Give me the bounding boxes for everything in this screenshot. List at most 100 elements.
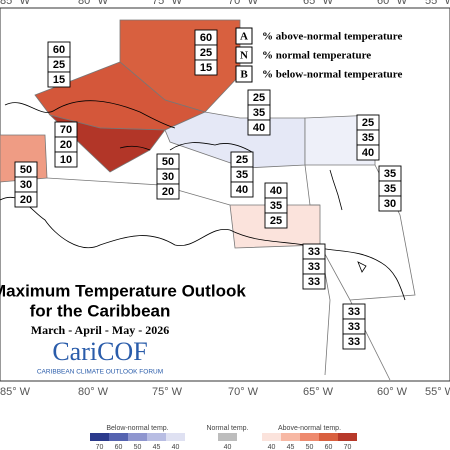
colorbar-swatch bbox=[281, 433, 300, 441]
logo-subtitle: CARIBBEAN CLIMATE OUTLOOK FORUM bbox=[37, 369, 163, 376]
colorbar-swatch bbox=[90, 433, 109, 441]
season: March - April - May - 2026 bbox=[31, 323, 169, 337]
legend-key: B bbox=[240, 69, 248, 81]
colorbar-swatch bbox=[218, 433, 237, 441]
lon-labels-top: 85° W 80° W 75° W 70° W 65° W 60° W 55° W bbox=[0, 0, 450, 7]
zone-cell bbox=[47, 71, 71, 88]
colorbar-swatch bbox=[109, 433, 128, 441]
zone-cell bbox=[342, 333, 366, 350]
lon-label: 60° W bbox=[377, 0, 408, 7]
zone-value: 40 bbox=[362, 147, 374, 159]
zone-cell bbox=[247, 119, 271, 136]
zone-value: 25 bbox=[270, 215, 282, 227]
legend-text: % above-normal temperature bbox=[262, 31, 402, 43]
colorbar-tick: 45 bbox=[153, 444, 161, 450]
zone-cell bbox=[54, 151, 78, 168]
colorbar-tick: 40 bbox=[224, 444, 232, 450]
colorbar-label: Normal temp. bbox=[206, 425, 248, 432]
lon-label: 70° W bbox=[228, 386, 259, 398]
legend-key: A bbox=[240, 31, 248, 43]
zone-value: 20 bbox=[162, 186, 174, 198]
title-line1: Maximum Temperature Outlook bbox=[0, 281, 246, 300]
zone-cell bbox=[230, 181, 254, 198]
zone-value: 20 bbox=[60, 139, 72, 151]
lon-label: 65° W bbox=[303, 386, 334, 398]
colorbar-tick: 40 bbox=[172, 444, 180, 450]
legend-text: % below-normal temperature bbox=[262, 69, 402, 81]
lon-label: 80° W bbox=[78, 386, 109, 398]
zone-cell bbox=[194, 59, 218, 76]
zone-value: 10 bbox=[60, 154, 72, 166]
colorbar-tick: 70 bbox=[96, 444, 104, 450]
lon-label: 65° W bbox=[303, 0, 334, 7]
colorbar-tick: 50 bbox=[134, 444, 142, 450]
zone-value: 15 bbox=[200, 62, 212, 74]
zone-cell bbox=[156, 183, 180, 200]
zone-value: 50 bbox=[20, 164, 32, 176]
colorbar-tick: 40 bbox=[268, 444, 276, 450]
zone-value: 40 bbox=[270, 185, 282, 197]
lon-label: 75° W bbox=[152, 386, 183, 398]
lon-label: 55° W bbox=[425, 386, 450, 398]
lon-labels-bottom: 85° W 80° W 75° W 70° W 65° W 60° W 55° W bbox=[0, 386, 450, 398]
legend-key-box bbox=[235, 27, 253, 45]
colorbar-swatch bbox=[338, 433, 357, 441]
zone-value: 33 bbox=[348, 321, 360, 333]
lon-label: 75° W bbox=[152, 0, 183, 7]
zone-value: 50 bbox=[162, 156, 174, 168]
zone-value: 33 bbox=[308, 276, 320, 288]
colorbar-tick: 50 bbox=[306, 444, 314, 450]
zone-value: 35 bbox=[384, 183, 396, 195]
lon-label: 55° W bbox=[425, 0, 450, 7]
zone-cell bbox=[264, 212, 288, 229]
lon-label: 85° W bbox=[0, 386, 31, 398]
colorbar-tick: 60 bbox=[325, 444, 333, 450]
zone-value: 35 bbox=[236, 169, 248, 181]
colorbar-tick: 60 bbox=[115, 444, 123, 450]
lon-label: 70° W bbox=[228, 0, 259, 7]
colorbar-swatch bbox=[262, 433, 281, 441]
colorbar-swatch bbox=[128, 433, 147, 441]
colorbar-swatch bbox=[166, 433, 185, 441]
colorbar-tick: 45 bbox=[287, 444, 295, 450]
zone-value: 35 bbox=[362, 132, 374, 144]
colorbar-label: Above-normal temp. bbox=[278, 425, 341, 432]
zone-value: 20 bbox=[20, 194, 32, 206]
legend-box: A % above-normal temperature N % normal tem… bbox=[235, 27, 402, 83]
zone-value: 15 bbox=[53, 74, 65, 86]
title-line2: for the Caribbean bbox=[30, 301, 171, 320]
zone-value: 25 bbox=[200, 47, 212, 59]
zone-value: 25 bbox=[253, 92, 265, 104]
lon-label: 80° W bbox=[78, 0, 109, 7]
colorbar-tick: 70 bbox=[344, 444, 352, 450]
zone-value: 25 bbox=[362, 117, 374, 129]
zone-cell bbox=[14, 191, 38, 208]
colorbar-swatch bbox=[147, 433, 166, 441]
colorbar-label: Below-normal temp. bbox=[106, 425, 168, 432]
zone-value: 25 bbox=[53, 59, 65, 71]
zone-value: 70 bbox=[60, 124, 72, 136]
zone-cell bbox=[378, 195, 402, 212]
zone-value: 35 bbox=[253, 107, 265, 119]
zone-value: 30 bbox=[20, 179, 32, 191]
colorbar: Below-normal temp. 70 60 50 45 40 Normal temp.… bbox=[90, 425, 357, 450]
zone-value: 33 bbox=[308, 261, 320, 273]
zone-value: 33 bbox=[348, 336, 360, 348]
zone-cell bbox=[356, 144, 380, 161]
zone-value: 35 bbox=[270, 200, 282, 212]
logo: CariCOF bbox=[52, 337, 147, 366]
zone-value: 40 bbox=[253, 122, 265, 134]
zone-value: 30 bbox=[162, 171, 174, 183]
title-block: Maximum Temperature Outlook for the Cari… bbox=[0, 281, 246, 375]
lon-label: 60° W bbox=[377, 386, 408, 398]
legend-key-box bbox=[235, 65, 253, 83]
zone-labels: 60 25 15 60 25 15 70 20 10 50 30 20 50 30 20 25 35 40 25 35… bbox=[14, 29, 402, 350]
colorbar-swatch bbox=[300, 433, 319, 441]
zone-value: 33 bbox=[348, 306, 360, 318]
zone-value: 40 bbox=[236, 184, 248, 196]
legend-key: N bbox=[240, 50, 248, 62]
coastlines bbox=[0, 100, 406, 301]
legend-text: % normal temperature bbox=[262, 50, 371, 62]
zone-value: 60 bbox=[53, 44, 65, 56]
